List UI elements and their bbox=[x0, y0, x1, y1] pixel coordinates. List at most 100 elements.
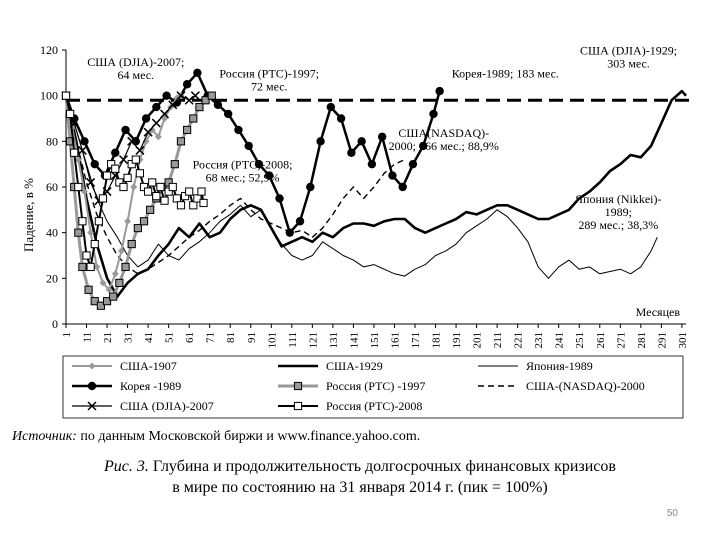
x-tick-label: 291 bbox=[656, 332, 668, 349]
data-point bbox=[168, 182, 177, 192]
y-tick-label: 20 bbox=[46, 271, 58, 285]
x-tick-label: 201 bbox=[472, 332, 484, 349]
data-point bbox=[306, 182, 315, 192]
y-tick-label: 40 bbox=[46, 226, 58, 240]
annotation: США(NASDAQ)-2000; 166 мес.; 88,9% bbox=[389, 126, 499, 153]
data-point bbox=[98, 194, 108, 203]
data-point bbox=[326, 102, 336, 112]
data-point bbox=[162, 91, 171, 100]
data-point bbox=[99, 279, 107, 287]
series-line bbox=[64, 89, 687, 298]
figure-title-line2: в мире по состоянию на 31 января 2014 г.… bbox=[172, 479, 548, 496]
legend-item: США-1929 bbox=[278, 359, 383, 373]
data-point bbox=[127, 136, 137, 146]
x-tick-label: 61 bbox=[184, 332, 196, 343]
data-point bbox=[199, 198, 208, 208]
data-point bbox=[254, 159, 264, 169]
x-tick-label: 131 bbox=[328, 332, 340, 349]
data-point bbox=[193, 68, 202, 78]
x-tick-label: 101 bbox=[266, 332, 278, 349]
x-tick-label: 231 bbox=[533, 332, 545, 349]
data-point bbox=[183, 125, 192, 135]
data-point bbox=[419, 141, 428, 151]
data-point bbox=[139, 182, 149, 192]
data-point bbox=[164, 187, 173, 196]
data-point bbox=[78, 262, 87, 272]
legend-label: США (DJIA)-2007 bbox=[120, 399, 214, 413]
data-point bbox=[152, 192, 161, 201]
data-point bbox=[435, 86, 444, 96]
x-axis-label: Месяцев bbox=[636, 305, 681, 319]
x-tick-label: 21 bbox=[102, 332, 114, 343]
data-point bbox=[189, 201, 198, 210]
legend-marker bbox=[293, 401, 303, 411]
data-point bbox=[82, 251, 91, 260]
data-point bbox=[102, 297, 112, 306]
figure-number: Рис. 3. bbox=[104, 458, 149, 475]
data-point bbox=[176, 201, 186, 210]
x-tick-label: 151 bbox=[369, 332, 381, 349]
data-point bbox=[168, 100, 178, 110]
x-tick-label: 191 bbox=[451, 332, 463, 349]
x-tick-label: 281 bbox=[636, 332, 648, 349]
data-point bbox=[90, 159, 99, 169]
data-point bbox=[347, 148, 356, 157]
legend-marker bbox=[88, 362, 96, 370]
data-point bbox=[94, 217, 103, 226]
annotation: Россия (РТС)-2008; 68 мес.; 52,9% bbox=[193, 158, 293, 185]
data-point bbox=[197, 187, 206, 196]
data-point bbox=[143, 127, 153, 137]
figure-caption: Рис. 3. Глубина и продолжительность долг… bbox=[0, 456, 720, 498]
data-point bbox=[115, 178, 124, 187]
data-point bbox=[131, 155, 140, 164]
data-point bbox=[195, 102, 204, 112]
data-point bbox=[80, 137, 89, 146]
legend: США-1907 США-1929 Япония-1989 Корея -1989 Ро… bbox=[72, 359, 645, 413]
data-point bbox=[170, 160, 179, 169]
x-tick-label: 301 bbox=[677, 332, 689, 349]
annotation-layer: США (DJIA)-2007; 64 мес. Россия (РТС)-1997… bbox=[87, 44, 677, 232]
page-number: 50 bbox=[666, 508, 678, 519]
source-caption: Источник: по данным Московской биржи и w… bbox=[12, 429, 420, 445]
data-point bbox=[93, 263, 101, 271]
data-point bbox=[156, 182, 165, 192]
data-point bbox=[244, 141, 253, 151]
data-point bbox=[96, 301, 106, 310]
annotation: США (DJIA)-2007; 64 мес. bbox=[87, 55, 184, 82]
data-point bbox=[213, 100, 223, 110]
x-tick-label: 181 bbox=[431, 332, 443, 349]
source-label: Источник: bbox=[12, 429, 77, 444]
figure-title-line1: Глубина и продолжительность долгосрочных… bbox=[152, 458, 616, 475]
data-point bbox=[139, 217, 149, 226]
legend-item: Корея -1989 bbox=[72, 379, 181, 393]
legend-item: США-1907 bbox=[72, 359, 177, 373]
y-tick-label: 120 bbox=[40, 43, 58, 57]
legend-box bbox=[62, 355, 684, 419]
x-tick-label: 261 bbox=[595, 332, 607, 349]
data-point bbox=[184, 95, 194, 105]
data-point bbox=[180, 192, 190, 201]
legend-marker bbox=[293, 381, 303, 391]
data-point bbox=[115, 278, 124, 287]
legend-marker bbox=[87, 401, 97, 411]
data-point bbox=[90, 297, 99, 306]
x-tick-label: 1 bbox=[61, 332, 73, 338]
data-point bbox=[61, 91, 71, 100]
data-point bbox=[74, 182, 83, 192]
series-line bbox=[65, 95, 658, 279]
data-point bbox=[78, 217, 87, 226]
data-point bbox=[207, 91, 216, 100]
data-point bbox=[102, 171, 112, 180]
legend-label: США-1929 bbox=[326, 359, 383, 373]
data-point bbox=[408, 159, 418, 169]
data-point bbox=[87, 229, 95, 237]
data-point bbox=[148, 126, 156, 134]
series-россия-ртс-2008 bbox=[61, 91, 208, 272]
data-point bbox=[161, 115, 169, 122]
y-tick-label: 80 bbox=[46, 134, 58, 148]
series-корея-1989 bbox=[61, 68, 444, 237]
data-point bbox=[86, 177, 96, 187]
data-point bbox=[265, 171, 274, 180]
